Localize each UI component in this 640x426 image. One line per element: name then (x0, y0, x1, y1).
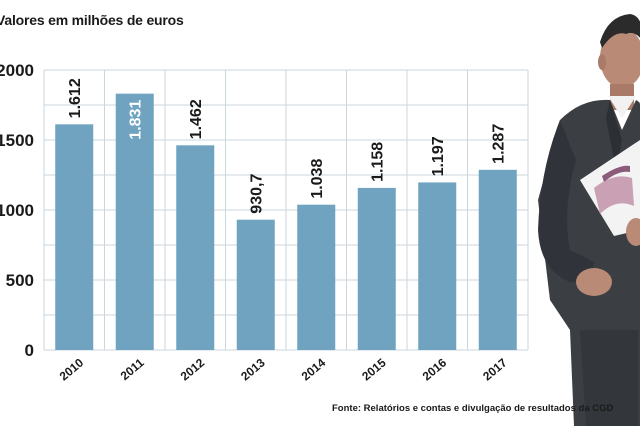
x-axis-ticks: 2010 2011 2012 2013 2014 2015 2016 2017 (57, 355, 510, 383)
bar (55, 124, 94, 350)
y-tick-label: 1500 (0, 131, 34, 150)
x-tick-label: 2014 (299, 355, 329, 383)
data-label: 1.038 (309, 159, 326, 199)
data-label: 930,7 (249, 174, 266, 214)
x-tick-label: 2016 (420, 355, 450, 383)
y-tick-label: 2000 (0, 61, 34, 80)
bars (55, 93, 517, 350)
data-labels: 1.612 1.831 1.462 930,7 1.038 1.158 1.197 1.287 (67, 78, 508, 214)
data-label: 1.158 (370, 142, 387, 182)
y-tick-label: 0 (25, 341, 34, 360)
y-tick-label: 1000 (0, 201, 34, 220)
chart-title: Valores em milhões de euros (0, 12, 184, 28)
bar (297, 204, 336, 350)
data-label: 1.612 (67, 78, 84, 118)
data-label: 1.287 (491, 124, 508, 164)
x-tick-label: 2017 (480, 355, 510, 383)
y-axis-ticks: 0 500 1000 1500 2000 (0, 61, 34, 360)
source-note: Fonte: Relatórios e contas e divulgação … (332, 403, 614, 414)
x-tick-label: 2012 (178, 355, 208, 383)
person-photo-image (538, 14, 640, 426)
y-tick-label: 500 (6, 271, 34, 290)
bar (418, 182, 457, 350)
x-tick-label: 2011 (118, 355, 147, 383)
data-label: 1.197 (430, 136, 447, 176)
bar (236, 219, 275, 350)
x-tick-label: 2013 (238, 355, 268, 383)
x-tick-label: 2015 (359, 355, 389, 383)
data-label: 1.831 (128, 100, 145, 140)
bar (115, 93, 154, 350)
data-label: 1.462 (188, 99, 205, 139)
bar (357, 187, 396, 350)
x-tick-label: 2010 (57, 355, 87, 383)
bar (176, 145, 215, 350)
bar (478, 169, 517, 350)
